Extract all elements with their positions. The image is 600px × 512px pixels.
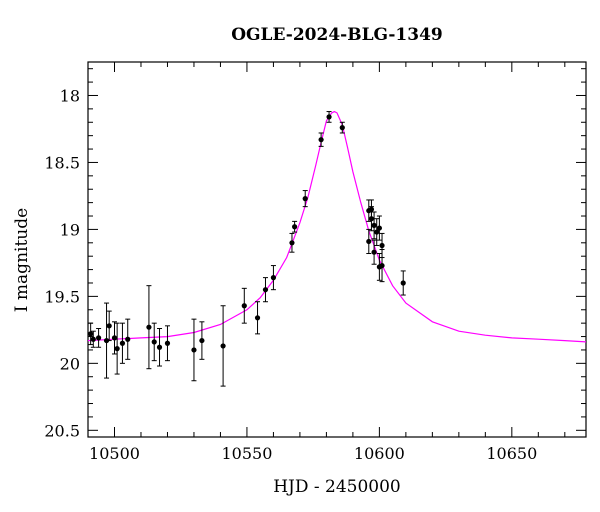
data-point [146,285,152,370]
plot-frame [87,61,587,438]
data-point [371,211,377,240]
data-point-marker [114,346,120,352]
data-point [262,277,269,303]
data-point-marker [146,324,152,330]
data-point [191,318,197,382]
data-point-marker [95,335,102,341]
data-point [114,322,120,375]
data-point-marker [318,137,324,143]
data-point [292,220,298,233]
data-point-marker [302,196,308,202]
data-point [125,318,131,360]
data-point-marker [111,335,118,341]
data-point [289,232,295,253]
y-axis-label: I magnitude [12,208,32,312]
data-point [270,265,277,291]
data-point-marker [379,242,385,249]
data-point [379,249,385,283]
data-point-marker [119,340,126,346]
x-tick-label: 10650 [486,444,537,463]
data-point-marker [103,337,110,344]
data-point-marker [262,287,269,293]
data-point [318,132,324,147]
data-point-marker [199,337,205,344]
data-point [326,111,332,123]
data-point-marker [368,216,375,222]
chart-title: OGLE-2024-BLG-1349 [231,25,443,45]
data-point-marker [292,224,298,230]
data-point-marker [400,280,406,286]
x-tick-label: 10500 [89,444,140,463]
data-point-marker [371,249,377,255]
data-point-marker [191,347,197,353]
data-point-marker [220,343,226,349]
data-point [241,287,247,324]
data-point [220,305,226,387]
data-point [366,228,372,255]
data-point [374,218,380,246]
data-point-marker [88,331,94,337]
data-point-marker [374,229,380,235]
data-point [151,322,157,362]
model-curve [87,110,587,343]
y-tick-label: 20.5 [44,421,80,440]
data-point [106,310,112,342]
data-point-marker [289,240,295,246]
data-point-marker [339,125,345,131]
y-tick-label: 19 [60,220,80,239]
data-points-layer [88,111,406,387]
data-point-marker [371,222,377,228]
data-point-marker [164,340,171,346]
data-point [156,328,163,367]
data-point [119,322,126,364]
data-point-marker [90,336,96,342]
data-point-marker [254,315,261,321]
data-point [371,239,377,265]
data-point [199,321,205,360]
data-point-marker [270,275,277,281]
x-tick-label: 10550 [221,444,272,463]
data-point [376,215,382,241]
data-point [302,190,308,208]
y-tick-label: 20 [60,354,80,373]
data-point [368,206,375,232]
data-point [339,121,345,134]
data-point-marker [151,339,157,345]
model-curve-layer [87,110,587,343]
data-point-marker [326,114,332,120]
y-tick-label: 18.5 [44,153,80,172]
y-tick-label: 18 [60,86,80,105]
axis-ticks-layer: 10500 10550 10600 10650 18 18.5 19 19.5 20 20.5 [44,62,586,463]
data-point [90,330,96,348]
data-point-marker [379,262,385,269]
data-point [164,325,171,362]
data-point-marker [241,303,247,309]
x-tick-label: 10600 [354,444,405,463]
data-point [95,328,102,348]
data-point-marker [106,323,112,329]
data-point [103,302,110,379]
y-tick-label: 19.5 [44,287,80,306]
data-point [400,270,406,296]
data-point-marker [125,336,131,342]
data-point-marker [366,238,372,245]
x-axis-label: HJD - 2450000 [273,477,401,497]
data-point [111,321,118,355]
data-point [254,301,261,335]
data-point-marker [376,225,382,231]
data-point-marker [156,344,163,350]
